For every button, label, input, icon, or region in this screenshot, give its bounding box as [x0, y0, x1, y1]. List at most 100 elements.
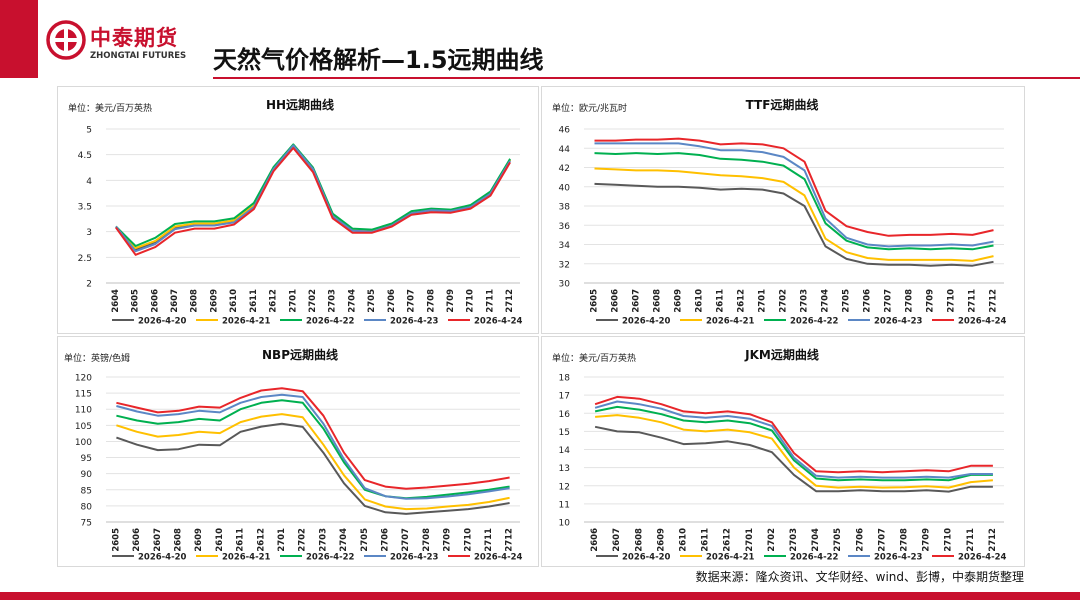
jkm-x-tick-label: 2611	[701, 528, 711, 552]
nbp-y-tick-label: 100	[75, 438, 92, 448]
ttf-y-tick-label: 34	[559, 241, 571, 251]
hh-series-line-2026-4-23	[115, 144, 511, 253]
jkm-x-tick-label: 2610	[678, 528, 688, 552]
jkm-x-tick-label: 2701	[745, 528, 755, 552]
nbp-x-tick-label: 2707	[401, 528, 411, 552]
jkm-x-tick-label: 2607	[612, 528, 622, 552]
nbp-series-line-2026-4-20	[116, 422, 510, 515]
nbp-series-line-2026-4-24	[116, 387, 510, 490]
nbp-x-tick-label: 2701	[277, 528, 287, 552]
nbp-chart-title: NBP远期曲线	[262, 347, 338, 362]
jkm-series-line-2026-4-23	[594, 400, 993, 479]
ttf-x-tick-label: 2610	[695, 289, 705, 313]
ttf-legend-label: 2026-4-24	[958, 317, 1007, 327]
ttf-x-tick-label: 2708	[905, 289, 915, 313]
ttf-x-tick-label: 2606	[611, 289, 621, 313]
jkm-x-tick-label: 2702	[767, 528, 777, 552]
hh-legend-label: 2026-4-20	[138, 317, 187, 327]
ttf-y-tick-label: 36	[559, 222, 571, 232]
nbp-chart-panel: 单位：英镑/色姆 NBP远期曲线 75 80 85 90 95 100 105 110 115 120…	[57, 336, 539, 567]
ttf-series-line-2026-4-24	[594, 137, 994, 237]
nbp-x-tick-label: 2608	[173, 528, 183, 552]
hh-unit-label: 单位：美元/百万英热	[68, 102, 152, 114]
nbp-y-tick-label: 110	[75, 406, 92, 416]
hh-legend-label: 2026-4-24	[474, 317, 523, 327]
nbp-x-tick-label: 2610	[215, 528, 225, 552]
nbp-y-tick-label: 95	[81, 454, 92, 464]
ttf-x-tick-label: 2607	[632, 289, 642, 313]
nbp-legend-label: 2026-4-21	[222, 553, 271, 563]
jkm-y-tick-label: 14	[559, 446, 571, 456]
jkm-y-tick-label: 17	[559, 392, 570, 402]
ttf-x-tick-label: 2609	[674, 289, 684, 313]
hh-x-tick-label: 2604	[111, 289, 121, 313]
hh-y-tick-label: 3.5	[78, 203, 92, 213]
ttf-series-line-2026-4-22	[594, 152, 994, 251]
nbp-legend-label: 2026-4-20	[138, 553, 187, 563]
ttf-x-tick-label: 2605	[590, 289, 600, 313]
jkm-chart-title: JKM远期曲线	[744, 347, 819, 362]
jkm-x-tick-label: 2711	[966, 528, 976, 552]
ttf-chart-panel: 单位：欧元/兆瓦时 TTF远期曲线 30 32 34 36 38 40 42 44 46 2605 26…	[541, 86, 1025, 334]
nbp-x-tick-label: 2606	[132, 528, 142, 552]
jkm-x-tick-label: 2712	[988, 528, 998, 552]
jkm-x-tick-label: 2705	[833, 528, 843, 552]
ttf-y-tick-label: 38	[559, 203, 571, 213]
hh-chart-panel: 单位：美元/百万英热 HH远期曲线 2 2.5 3 3.5 4 4.5 5 2604 2605 260…	[57, 86, 539, 334]
nbp-series-line-2026-4-22	[116, 399, 510, 500]
nbp-series-line-2026-4-21	[116, 413, 510, 511]
hh-y-tick-label: 2	[86, 280, 92, 290]
ttf-y-tick-label: 46	[559, 126, 571, 136]
ttf-x-tick-label: 2710	[947, 289, 957, 313]
nbp-x-tick-label: 2706	[380, 528, 390, 552]
nbp-y-tick-label: 75	[81, 519, 92, 529]
hh-x-tick-label: 2701	[288, 289, 298, 313]
logo-cn-text: 中泰期货	[90, 26, 178, 50]
jkm-y-tick-label: 12	[559, 482, 570, 492]
ttf-x-tick-label: 2703	[800, 289, 810, 313]
title-underline	[213, 77, 1080, 79]
jkm-legend-label: 2026-4-22	[790, 553, 839, 563]
hh-y-tick-label: 4.5	[78, 151, 92, 161]
jkm-chart-panel: 单位：美元/百万英热 JKM远期曲线 10 11 12 13 14 15 16 17 18 2606 2…	[541, 336, 1025, 567]
ttf-x-tick-label: 2705	[842, 289, 852, 313]
hh-x-tick-label: 2608	[190, 289, 200, 313]
jkm-x-tick-label: 2606	[590, 528, 600, 552]
jkm-series-line-2026-4-21	[595, 414, 993, 489]
hh-x-tick-label: 2606	[150, 289, 160, 313]
jkm-chart-svg: 单位：美元/百万英热 JKM远期曲线 10 11 12 13 14 15 16 17 18 2606 2…	[552, 347, 1007, 563]
zhongtai-logo-icon	[46, 20, 86, 60]
nbp-legend-label: 2026-4-22	[306, 553, 355, 563]
nbp-series-line-2026-4-23	[116, 393, 510, 500]
ttf-x-tick-label: 2711	[968, 289, 978, 313]
hh-y-tick-label: 2.5	[78, 254, 92, 264]
hh-x-tick-label: 2711	[485, 289, 495, 313]
ttf-x-tick-label: 2704	[821, 289, 831, 313]
nbp-y-tick-label: 80	[81, 502, 93, 512]
ttf-x-tick-label: 2611	[716, 289, 726, 313]
hh-x-tick-label: 2610	[229, 289, 239, 313]
nbp-x-tick-label: 2605	[111, 528, 121, 552]
hh-x-tick-label: 2706	[387, 289, 397, 313]
hh-x-tick-label: 2708	[426, 289, 436, 313]
ttf-y-tick-label: 44	[559, 145, 571, 155]
hh-legend-label: 2026-4-22	[306, 317, 355, 327]
nbp-legend-label: 2026-4-23	[390, 553, 439, 563]
hh-legend-label: 2026-4-23	[390, 317, 439, 327]
jkm-series-line-2026-4-24	[594, 395, 993, 474]
ttf-y-tick-label: 30	[559, 280, 571, 290]
jkm-x-tick-label: 2707	[877, 528, 887, 552]
header-red-bar	[0, 0, 38, 78]
ttf-x-tick-label: 2608	[653, 289, 663, 313]
jkm-x-tick-label: 2703	[789, 528, 799, 552]
jkm-x-tick-label: 2710	[944, 528, 954, 552]
nbp-x-tick-label: 2711	[484, 528, 494, 552]
hh-x-tick-label: 2710	[466, 289, 476, 313]
ttf-series-line-2026-4-21	[594, 167, 994, 262]
jkm-legend-label: 2026-4-20	[622, 553, 671, 563]
ttf-series-line-2026-4-20	[594, 182, 994, 267]
nbp-x-tick-label: 2702	[298, 528, 308, 552]
jkm-y-tick-label: 18	[559, 374, 571, 384]
nbp-y-tick-label: 105	[75, 422, 92, 432]
hh-x-tick-label: 2712	[505, 289, 515, 313]
